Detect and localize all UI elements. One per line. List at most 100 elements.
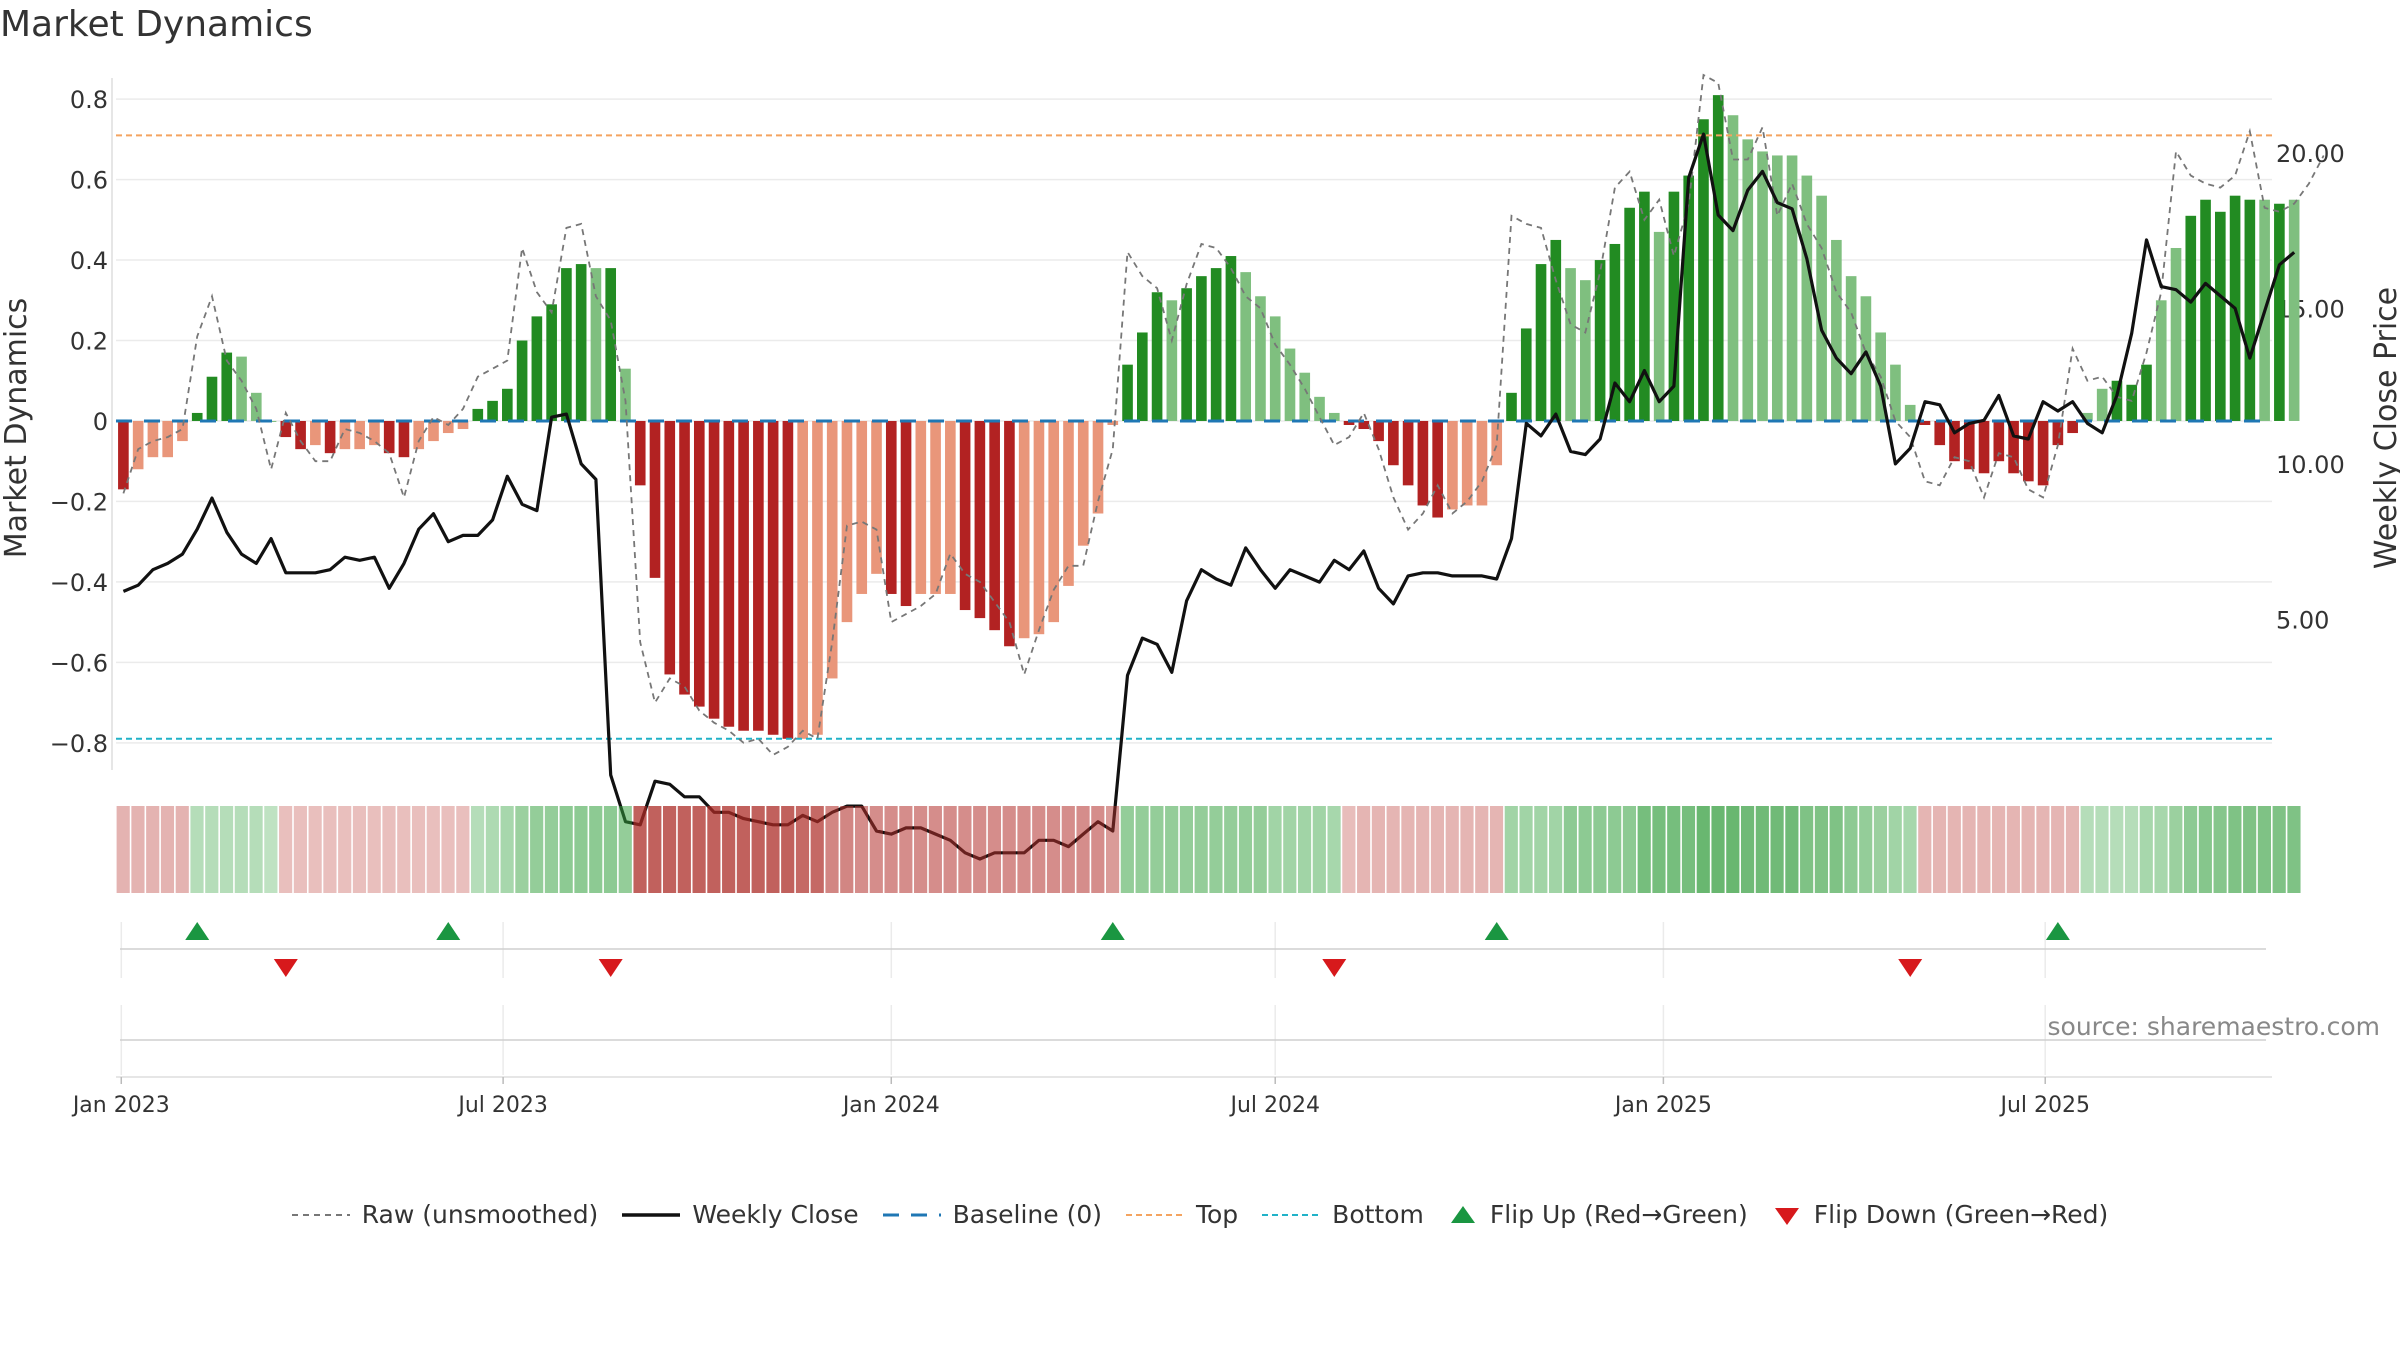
- heat-cell: [515, 806, 529, 893]
- heat-cell: [1844, 806, 1858, 893]
- heat-cell: [1327, 806, 1341, 893]
- x-tick-label: Jul 2025: [1998, 1093, 2090, 1118]
- momentum-bar: [236, 356, 247, 421]
- heat-cell: [1061, 806, 1075, 893]
- momentum-bar: [620, 368, 631, 421]
- momentum-bar: [2052, 420, 2064, 446]
- momentum-bar: [177, 420, 188, 442]
- momentum-bar: [1771, 155, 1783, 421]
- heat-cell: [2051, 806, 2065, 893]
- heat-cell: [958, 806, 972, 893]
- heat-cell: [234, 806, 248, 893]
- momentum-bar: [915, 420, 927, 594]
- x-tick-label: Jan 2025: [1613, 1093, 1712, 1118]
- left-tick-label: −0.4: [50, 569, 108, 597]
- heat-cell: [810, 806, 824, 893]
- legend-label-top: Top: [1195, 1200, 1239, 1229]
- momentum-bar: [1092, 420, 1104, 514]
- momentum-bar: [2155, 300, 2167, 421]
- momentum-bar: [1240, 272, 1252, 421]
- momentum-bar: [2096, 388, 2108, 421]
- flip-down-marker: [273, 959, 298, 977]
- legend-symbol-raw: [291, 1213, 350, 1216]
- momentum-bar: [812, 420, 823, 735]
- heat-cell: [1194, 806, 1208, 893]
- momentum-bar: [280, 420, 292, 438]
- heat-cell: [1740, 806, 1755, 893]
- momentum-bar: [1801, 175, 1813, 421]
- heat-cell: [1224, 806, 1238, 893]
- heat-cell: [633, 806, 647, 893]
- heat-cell: [574, 806, 588, 893]
- momentum-bar: [428, 420, 439, 442]
- heat-cell: [1667, 806, 1681, 893]
- legend-item-flip-up: Flip Up (Red→Green): [1448, 1200, 1748, 1229]
- momentum-bar: [2274, 203, 2285, 421]
- momentum-bar: [1136, 332, 1148, 421]
- heat-cell: [160, 806, 175, 893]
- momentum-bar: [147, 420, 159, 458]
- chart-legend: Raw (unsmoothed) Weekly Close Baseline (…: [0, 1200, 2400, 1229]
- heat-cell: [485, 806, 499, 893]
- regime-heat-strip: [116, 806, 2301, 893]
- momentum-bar: [974, 420, 986, 619]
- momentum-bar: [782, 420, 794, 739]
- momentum-bar: [649, 420, 661, 578]
- gridlines: [116, 98, 2272, 744]
- left-tick-label: 0.4: [70, 247, 108, 275]
- heat-cell: [2228, 806, 2242, 893]
- heat-cell: [426, 806, 440, 893]
- momentum-bar: [708, 420, 720, 719]
- heat-cell: [662, 806, 677, 893]
- heat-cell: [854, 806, 869, 893]
- heat-cell: [219, 806, 234, 893]
- heat-cell: [1622, 806, 1637, 893]
- momentum-bar: [1520, 328, 1532, 421]
- heat-cell: [707, 806, 721, 893]
- heat-cell: [146, 806, 160, 893]
- momentum-bar: [2023, 420, 2034, 482]
- momentum-bar: [310, 420, 321, 446]
- legend-label-flip-up: Flip Up (Red→Green): [1489, 1200, 1748, 1229]
- heat-cell: [1297, 806, 1312, 893]
- heat-cell: [411, 806, 426, 893]
- heat-cell: [1962, 806, 1976, 893]
- momentum-bar: [383, 420, 395, 454]
- heat-cell: [1238, 806, 1253, 893]
- momentum-bar: [2170, 247, 2182, 421]
- momentum-bar: [1461, 420, 1473, 506]
- momentum-bar: [945, 420, 956, 594]
- momentum-bar: [1018, 420, 1030, 639]
- momentum-bar: [1639, 191, 1650, 421]
- heat-cell: [116, 806, 130, 893]
- legend-label-baseline: Baseline (0): [952, 1200, 1102, 1229]
- heat-cell: [1873, 806, 1888, 893]
- heat-cell: [1076, 806, 1090, 893]
- momentum-bar: [354, 420, 365, 450]
- momentum-bar: [1328, 412, 1340, 421]
- heat-cell: [279, 806, 293, 893]
- momentum-bar: [118, 420, 129, 490]
- heat-cell: [2183, 806, 2198, 893]
- left-tick-label: 0.6: [70, 167, 108, 195]
- legend-item-top: Top: [1125, 1200, 1239, 1229]
- heat-cell: [1046, 806, 1061, 893]
- left-tick-label: −0.8: [50, 730, 108, 758]
- heat-cell: [323, 806, 337, 893]
- heat-cell: [1445, 806, 1459, 893]
- legend-label-flip-down: Flip Down (Green→Red): [1813, 1200, 2109, 1229]
- left-tick-label: 0: [93, 408, 108, 436]
- momentum-bar: [250, 392, 262, 421]
- heat-cell: [1150, 806, 1164, 893]
- heat-cell: [1829, 806, 1843, 893]
- momentum-bar: [1432, 420, 1443, 518]
- x-tick-labels: Jan 2023 Jul 2023 Jan 2024 Jul 2024 Jan 2025…: [71, 1077, 2090, 1118]
- heat-cell: [1770, 806, 1784, 893]
- heat-cell: [2036, 806, 2050, 893]
- momentum-bar: [634, 420, 646, 486]
- heat-cell: [2021, 806, 2035, 893]
- heat-cell: [1637, 806, 1651, 893]
- heat-cell: [190, 806, 204, 893]
- heat-cell: [869, 806, 883, 893]
